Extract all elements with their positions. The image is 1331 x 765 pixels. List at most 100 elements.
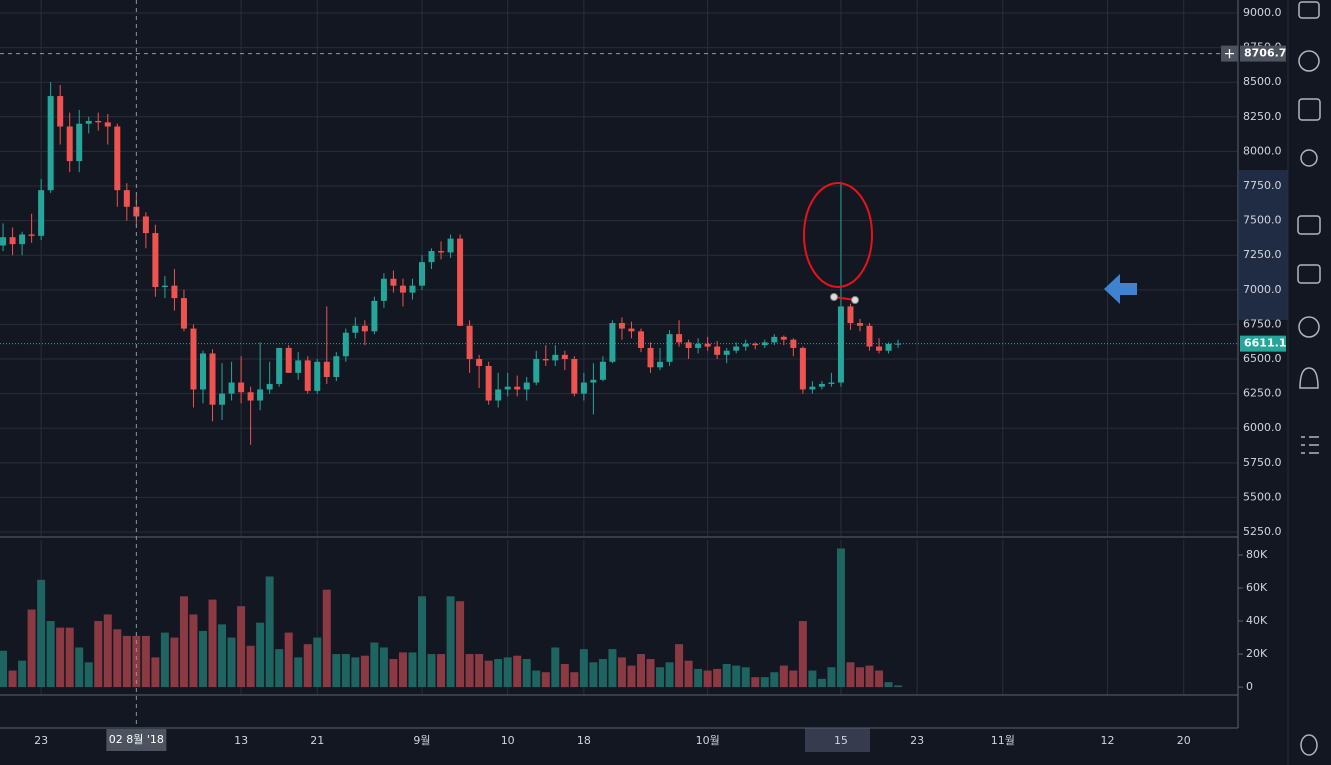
volume-tick-label: 80K — [1246, 548, 1268, 561]
candle-body — [618, 323, 625, 329]
volume-bar — [341, 654, 350, 688]
candle-body — [742, 343, 749, 347]
x-tick-label: 13 — [234, 734, 248, 747]
volume-bar — [18, 660, 27, 688]
volume-bar — [189, 614, 198, 688]
candle-body — [447, 238, 454, 253]
candle-body — [828, 382, 835, 384]
candle-body — [371, 300, 378, 332]
candle-body — [85, 120, 92, 124]
candle-body — [523, 382, 530, 390]
y-tick-label: 5250.0 — [1243, 525, 1282, 538]
axis-range-highlight — [1238, 170, 1288, 320]
volume-bar — [503, 657, 512, 688]
candle-body — [295, 360, 302, 373]
volume-bar — [199, 630, 208, 688]
volume-bar — [218, 624, 227, 688]
candle-body — [0, 237, 7, 246]
volume-bar — [532, 670, 541, 688]
volume-bar — [484, 660, 493, 688]
y-tick-label: 9000.0 — [1243, 6, 1282, 19]
volume-bar — [84, 662, 93, 688]
time-highlight — [805, 728, 870, 752]
candle-body — [438, 251, 445, 253]
volume-bar — [817, 678, 826, 688]
icon-messages[interactable] — [1297, 264, 1321, 284]
candle-body — [266, 383, 273, 390]
candle-body — [238, 382, 245, 393]
candle-body — [209, 353, 216, 405]
toolbar — [1288, 0, 1331, 765]
x-tick-label: 20 — [1177, 734, 1191, 747]
candle-body — [104, 122, 111, 127]
volume-tick-label: 20K — [1246, 647, 1268, 660]
icon-hotlist[interactable] — [1298, 50, 1320, 72]
icon-bug[interactable] — [1300, 734, 1318, 756]
icon-calendar[interactable] — [1298, 98, 1321, 121]
volume-bar — [789, 670, 798, 688]
volume-bar — [779, 665, 788, 688]
volume-bar — [275, 649, 284, 688]
x-tick-label: 10 — [501, 734, 515, 747]
volume-bar — [617, 657, 626, 688]
candle-body — [866, 325, 873, 347]
volume-bar — [541, 672, 550, 688]
last-price-box — [1240, 335, 1286, 352]
volume-bar — [522, 659, 531, 688]
candle-body — [895, 343, 902, 345]
crosshair-date-label: 02 8월 '18 — [109, 733, 164, 746]
volume-bar — [56, 627, 65, 688]
candle-body — [247, 392, 254, 401]
icon-data-window[interactable] — [1301, 436, 1319, 454]
icon-alerts[interactable] — [1299, 367, 1319, 389]
annotation-handle[interactable] — [830, 293, 838, 301]
candle-body — [856, 323, 863, 326]
volume-bar — [151, 657, 160, 688]
candle-body — [228, 382, 235, 394]
candle-body — [837, 306, 844, 383]
candle-body — [123, 190, 130, 207]
x-tick-label: 23 — [910, 734, 924, 747]
candle-body — [390, 278, 397, 286]
crosshair-plus — [1225, 49, 1234, 59]
volume-bar — [284, 632, 293, 688]
volume-bar — [113, 629, 122, 688]
candle-body — [76, 123, 83, 162]
x-tick-label: 18 — [577, 734, 591, 747]
candle-body — [495, 389, 502, 401]
volume-bar — [75, 647, 84, 688]
candle-body — [514, 386, 521, 390]
candle-body — [457, 238, 464, 326]
volume-bar — [94, 621, 103, 688]
icon-chat[interactable] — [1297, 215, 1321, 235]
volume-bar — [884, 682, 893, 688]
candle-body — [66, 126, 73, 162]
icon-ideas[interactable] — [1300, 149, 1318, 167]
crosshair-date-box — [106, 729, 167, 751]
crosshair-price-label: 8706.7 — [1244, 47, 1286, 60]
candle-body — [647, 347, 654, 368]
candle-body — [28, 234, 35, 236]
candle-body — [485, 365, 492, 401]
x-tick-label: 9월 — [413, 734, 430, 747]
volume-bar — [360, 655, 369, 688]
annotation-handle[interactable] — [851, 296, 859, 304]
volume-bar — [227, 637, 236, 688]
icon-streams[interactable] — [1298, 316, 1320, 338]
volume-bar — [598, 659, 607, 688]
candle-body — [885, 343, 892, 351]
candle-body — [285, 347, 292, 373]
candle-body — [257, 389, 264, 401]
volume-bar — [379, 647, 388, 688]
candle-body — [399, 285, 406, 293]
volume-bar — [846, 662, 855, 688]
toolbar-icons — [1297, 1, 1321, 756]
candle-body — [190, 328, 197, 390]
annotation-arrow — [1104, 274, 1137, 304]
volume-bar — [646, 659, 655, 688]
crosshair-price-box — [1240, 45, 1286, 62]
icon-watchlist[interactable] — [1298, 1, 1320, 19]
candle-body — [723, 350, 730, 355]
volume-bar — [303, 644, 312, 688]
